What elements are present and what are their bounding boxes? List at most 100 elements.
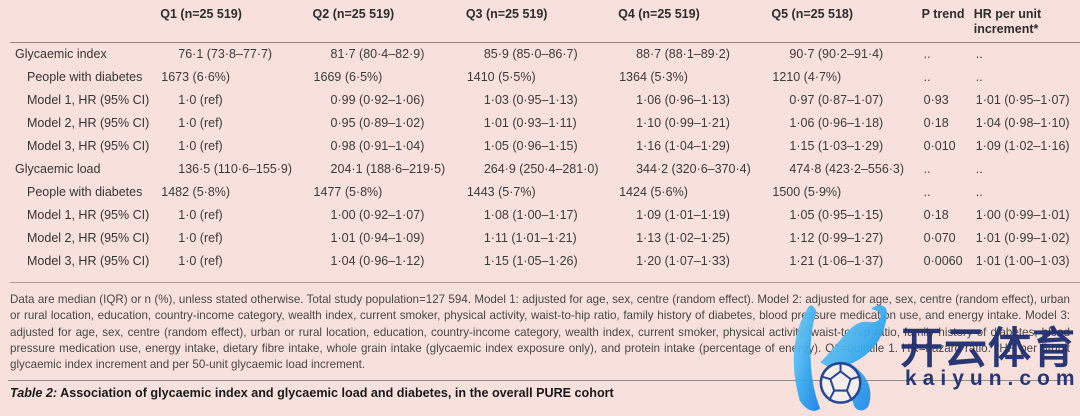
table-cell: 344·2 (320·6–370·4) (636, 162, 751, 176)
table-cell: 1·15 (1·03–1·29) (789, 139, 884, 153)
table-cell: 0·18 (923, 116, 949, 130)
table-cell: 1·01 (0·99–1·02) (975, 231, 1070, 245)
table-cell: 1410 (5·5%) (466, 70, 536, 84)
table-cell: 1·08 (1·00–1·17) (483, 208, 578, 222)
table-cell: 0·070 (923, 231, 956, 245)
row-label: People with diabetes (27, 70, 143, 84)
table-cell: .. (975, 70, 983, 84)
table-cell: 1·0 (ref) (178, 93, 223, 107)
table-cell: .. (923, 47, 931, 61)
table-cell: 1·0 (ref) (160, 250, 313, 283)
column-header-q3: Q3 (n=25 519) (465, 0, 619, 43)
table-cell: 1·10 (0·99–1·21) (636, 116, 730, 130)
table-row-model-2: Model 2, HR (95% CI) 1·0 (ref) 1·01 (0·9… (10, 227, 1080, 250)
table-cell: 1·06 (0·96–1·13) (636, 93, 730, 107)
table-cell: 1·0 (ref) (178, 139, 223, 153)
watermark-domain-text: kaiyun.com (905, 367, 1080, 390)
table-cell: 1·16 (1·04–1·29) (636, 139, 730, 153)
table-row-glycaemic-index: Glycaemic index 76·1 (73·8–77·7) 81·7 (8… (10, 43, 1080, 67)
table-cell: .. (923, 162, 931, 176)
table-cell: 474·8 (423·2–556·3) (789, 162, 905, 176)
table-row-people-with-diabetes: People with diabetes 1673 (6·6%) 1669 (6… (10, 66, 1080, 89)
table-cell: .. (975, 162, 983, 176)
table-cell: 1·20 (1·07–1·33) (618, 250, 772, 283)
table-caption-text: Association of glycaemic index and glyca… (57, 386, 614, 401)
table-row-glycaemic-load: Glycaemic load 136·5 (110·6–155·9) 204·1… (10, 158, 1080, 181)
table-cell: 1·12 (0·99–1·27) (789, 231, 884, 245)
row-label: Model 3, HR (95% CI) (10, 250, 161, 283)
table-cell: 0·010 (923, 139, 956, 153)
table-cell: 0·0060 (921, 250, 974, 283)
table-cell: 1·0 (ref) (178, 231, 223, 245)
results-table: Q1 (n=25 519) Q2 (n=25 519) Q3 (n=25 519… (10, 0, 1080, 283)
column-header-empty (10, 0, 161, 43)
table-cell: 1·15 (1·05–1·26) (465, 250, 619, 283)
table-cell: 81·7 (80·4–82·9) (330, 47, 425, 61)
table-cell: 1·13 (1·02–1·25) (636, 231, 730, 245)
table-cell: 1673 (6·6%) (161, 70, 231, 84)
table-cell: 90·7 (90·2–91·4) (789, 47, 884, 61)
table-cell: 0·18 (923, 208, 949, 222)
row-label: Model 1, HR (95% CI) (27, 93, 150, 107)
table-cell: 1210 (4·7%) (772, 70, 842, 84)
table-cell: 264·9 (250·4–281·0) (483, 162, 599, 176)
row-label: People with diabetes (27, 185, 143, 199)
table-cell: 1·00 (0·99–1·01) (975, 208, 1070, 222)
row-label: Model 1, HR (95% CI) (27, 208, 150, 222)
table-cell: 1·01 (1·00–1·03) (973, 250, 1080, 283)
column-header-q5: Q5 (n=25 518) (771, 0, 922, 43)
row-label: Model 3, HR (95% CI) (27, 139, 150, 153)
table-row-people-with-diabetes: People with diabetes 1482 (5·8%) 1477 (5… (10, 181, 1080, 204)
table-cell: 76·1 (73·8–77·7) (178, 47, 273, 61)
table-cell: 1669 (6·5%) (313, 70, 383, 84)
table-row-model-1: Model 1, HR (95% CI) 1·0 (ref) 0·99 (0·9… (10, 89, 1080, 112)
row-label: Model 2, HR (95% CI) (27, 231, 150, 245)
table-cell: 88·7 (88·1–89·2) (636, 47, 730, 61)
table-cell: .. (923, 185, 931, 199)
watermark-cjk-text: 开云体育 (900, 325, 1076, 373)
table-cell: 1482 (5·8%) (161, 185, 231, 199)
table-cell: 1·0 (ref) (178, 208, 223, 222)
table-row-model-1: Model 1, HR (95% CI) 1·0 (ref) 1·00 (0·9… (10, 204, 1080, 227)
table-cell: 1424 (5·6%) (619, 185, 688, 199)
table-cell: 1364 (5·3%) (619, 70, 688, 84)
table-cell: 0·99 (0·92–1·06) (330, 93, 425, 107)
table-cell: 136·5 (110·6–155·9) (178, 162, 292, 176)
table-cell: 1·00 (0·92–1·07) (330, 208, 425, 222)
column-header-q2: Q2 (n=25 519) (312, 0, 466, 43)
table-cell: 1·06 (0·96–1·18) (789, 116, 884, 130)
table-cell: 204·1 (188·6–219·5) (330, 162, 446, 176)
table-cell: 1·01 (0·94–1·09) (330, 231, 425, 245)
table-cell: 1·05 (0·96–1·15) (483, 139, 578, 153)
row-label: Glycaemic load (15, 162, 101, 176)
header-row: Q1 (n=25 519) Q2 (n=25 519) Q3 (n=25 519… (10, 0, 1080, 43)
caption-divider (8, 380, 1072, 382)
table-cell: .. (975, 47, 983, 61)
column-header-q1: Q1 (n=25 519) (160, 0, 313, 43)
table-cell: 0·93 (923, 93, 949, 107)
table-cell: 1·04 (0·98–1·10) (975, 116, 1070, 130)
table-cell: 1·04 (0·96–1·12) (312, 250, 466, 283)
row-label: Model 2, HR (95% CI) (27, 116, 150, 130)
table-row-model-3: Model 3, HR (95% CI) 1·0 (ref) 0·98 (0·9… (10, 135, 1080, 158)
kaiyun-watermark: 开云体育 kaiyun.com (772, 298, 1080, 416)
table-cell: 1·09 (1·02–1·16) (975, 139, 1070, 153)
table-cell: 1500 (5·9%) (772, 185, 842, 199)
table-cell: 0·97 (0·87–1·07) (789, 93, 884, 107)
table-cell: 0·95 (0·89–1·02) (330, 116, 425, 130)
kaiyun-k-soccer-logo-icon (793, 305, 887, 411)
table-caption: Table 2: Association of glycaemic index … (10, 386, 1080, 400)
table-cell: 1·09 (1·01–1·19) (636, 208, 730, 222)
column-header-q4: Q4 (n=25 519) (618, 0, 772, 43)
table-row-model-3: Model 3, HR (95% CI) 1·0 (ref) 1·04 (0·9… (10, 250, 1080, 283)
column-header-ptrend: P trend (921, 0, 974, 43)
table-cell: 1477 (5·8%) (313, 185, 383, 199)
table-cell: .. (975, 185, 983, 199)
table-cell: 1·05 (0·95–1·15) (789, 208, 884, 222)
table-cell: 1·0 (ref) (178, 116, 223, 130)
table-cell: 1·01 (0·93–1·11) (483, 116, 577, 130)
row-label: Glycaemic index (15, 47, 107, 61)
table-cell: 85·9 (85·0–86·7) (483, 47, 578, 61)
column-header-hr-per-unit: HR per unit increment* (973, 0, 1080, 43)
